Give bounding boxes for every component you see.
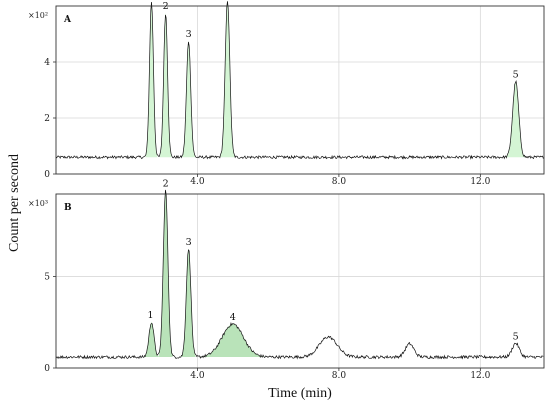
x-tick-label: 8.0 bbox=[332, 177, 347, 187]
panel-letter: A bbox=[63, 15, 72, 25]
x-tick-label: 12.0 bbox=[470, 177, 490, 187]
peak-area-4 bbox=[200, 324, 265, 358]
peak-label-3: 3 bbox=[186, 29, 192, 40]
plot-frame bbox=[55, 193, 545, 369]
y-tick-label: 4 bbox=[44, 58, 50, 68]
x-tick-label: 8.0 bbox=[332, 371, 347, 381]
peak-area-2 bbox=[158, 190, 173, 358]
peak-label-4: 4 bbox=[230, 312, 236, 323]
peak-label-5: 5 bbox=[513, 70, 519, 81]
panel-letter: B bbox=[64, 203, 72, 213]
signal-trace bbox=[55, 189, 544, 360]
peak-area-3 bbox=[182, 41, 195, 158]
y-tick-label: 0 bbox=[44, 170, 50, 180]
signal-trace bbox=[55, 1, 544, 160]
peak-label-2: 2 bbox=[163, 178, 169, 189]
x-tick-label: 4.0 bbox=[190, 371, 205, 381]
y-axis-title: Count per second bbox=[7, 154, 22, 252]
peak-area-1 bbox=[144, 322, 159, 358]
y-exponent-label: ×10² bbox=[28, 11, 48, 20]
x-axis-title: Time (min) bbox=[268, 386, 332, 401]
peak-area-4 bbox=[220, 0, 235, 158]
y-exponent-label: ×10³ bbox=[28, 199, 48, 208]
plot-frame bbox=[55, 5, 545, 175]
peak-label-1: 1 bbox=[147, 310, 153, 321]
y-tick-label: 5 bbox=[44, 272, 50, 282]
peak-label-2: 2 bbox=[163, 1, 169, 12]
y-tick-label: 2 bbox=[44, 114, 50, 124]
peak-label-3: 3 bbox=[186, 237, 192, 248]
x-tick-label: 4.0 bbox=[190, 177, 205, 187]
y-tick-label: 0 bbox=[44, 364, 50, 374]
peak-label-1: 1 bbox=[148, 0, 154, 1]
panel-b: 4.0 8.0 12.0 0 5 ×10³ B 1 2 3 4 5 bbox=[28, 178, 545, 381]
x-tick-label: 12.0 bbox=[470, 371, 490, 381]
peak-area-5 bbox=[506, 81, 525, 158]
peak-label-5: 5 bbox=[513, 331, 519, 342]
